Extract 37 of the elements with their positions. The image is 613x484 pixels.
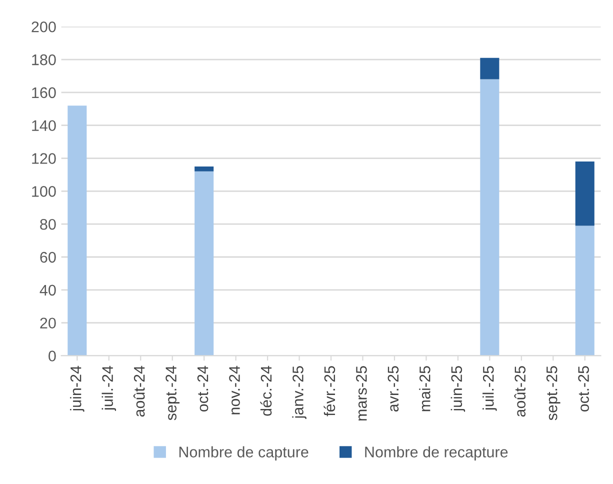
x-tick-label: août-24 — [133, 366, 145, 417]
bar — [480, 79, 500, 356]
y-tick-label: 20 — [40, 318, 56, 329]
bar — [480, 58, 500, 80]
legend-label: Nombre de recapture — [365, 446, 508, 460]
x-tick-label: juin-24 — [70, 366, 84, 412]
x-tick-label: sept.-25 — [546, 366, 560, 420]
x-tick-label: mars-25 — [356, 366, 367, 420]
bar — [575, 226, 594, 356]
x-tick-label: août-25 — [514, 366, 526, 417]
x-tick-label: déc.-24 — [260, 366, 272, 416]
x-tick-label: sept.-24 — [166, 366, 180, 420]
y-tick-label: 40 — [40, 284, 56, 296]
y-tick-label: 140 — [32, 120, 56, 132]
x-tick-label: juin-25 — [450, 366, 466, 412]
bar — [194, 166, 214, 172]
x-tick-label: oct.-25 — [578, 366, 589, 412]
bar — [68, 106, 87, 356]
x-tick-label: juil.-24 — [102, 366, 116, 411]
x-tick-label: avr.-25 — [388, 366, 399, 412]
y-tick-label: 180 — [32, 54, 56, 66]
x-tick-label: févr.-25 — [324, 366, 336, 416]
x-tick-label: janv.-25 — [292, 366, 306, 420]
x-tick-label: juil.-25 — [482, 366, 497, 411]
y-tick-label: 120 — [32, 153, 56, 164]
y-tick-label: 0 — [48, 350, 56, 362]
bar — [575, 162, 594, 226]
y-tick-label: 200 — [32, 21, 56, 32]
x-tick-label: mai-25 — [419, 366, 430, 412]
y-tick-label: 100 — [32, 186, 56, 197]
x-tick-label: nov.-24 — [229, 366, 240, 414]
y-tick-label: 160 — [32, 87, 56, 98]
x-tick-label: oct.-24 — [197, 366, 208, 412]
y-tick-label: 60 — [40, 252, 56, 263]
legend-label: Nombre de capture — [179, 446, 308, 460]
bar — [194, 171, 214, 356]
y-tick-label: 80 — [40, 218, 56, 230]
